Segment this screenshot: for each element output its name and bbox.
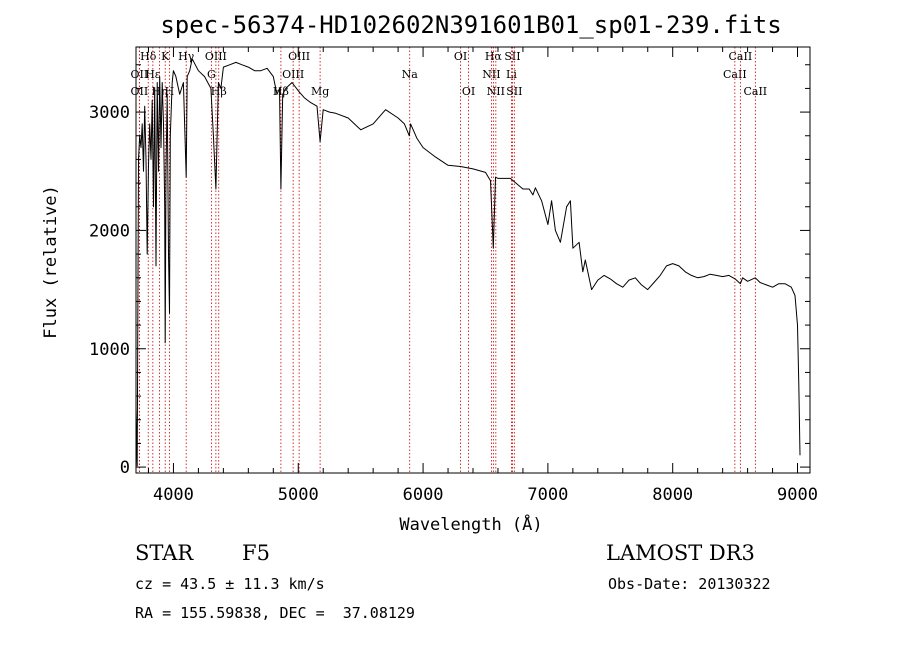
line-label: OII xyxy=(131,68,149,81)
line-label: OII xyxy=(131,85,149,98)
spectrum-series xyxy=(135,58,801,467)
line-label: CaII xyxy=(729,50,753,63)
y-tick-label: 1000 xyxy=(89,340,130,360)
x-tick-label: 9000 xyxy=(777,485,818,505)
spectrum-chart: spec-56374-HD102602N391601B01_sp01-239.f… xyxy=(41,11,818,535)
line-label: Hδ xyxy=(140,50,157,63)
line-label: Li xyxy=(506,68,517,81)
line-label: Hε xyxy=(145,68,161,81)
line-label: CaII xyxy=(723,68,747,81)
plot-border xyxy=(135,46,811,474)
x-axis-label: Wavelength (Å) xyxy=(399,513,542,535)
spectrum-line xyxy=(135,58,801,467)
line-label: Mg xyxy=(311,85,329,98)
line-label: Na xyxy=(402,68,419,81)
object-subclass: F5 xyxy=(242,541,270,565)
line-label: OI xyxy=(454,50,467,63)
x-tick-label: 6000 xyxy=(403,485,444,505)
x-tick-label: 7000 xyxy=(527,485,568,505)
coordinates-info: RA = 155.59838, DEC = 37.08129 xyxy=(135,604,415,622)
line-label: NII xyxy=(482,68,500,81)
object-class: STAR xyxy=(135,541,194,565)
y-axis-label: Flux (relative) xyxy=(41,185,61,339)
line-label: OIII xyxy=(205,50,227,63)
line-label: Hβ xyxy=(211,85,227,98)
line-label: CaII xyxy=(743,85,767,98)
plot-frame xyxy=(135,46,811,474)
observation-date: Obs-Date: 20130322 xyxy=(608,575,771,593)
x-tick-label: 8000 xyxy=(652,485,693,505)
y-tick-label: 3000 xyxy=(89,103,130,123)
line-label: G xyxy=(207,68,216,81)
y-tick-label: 0 xyxy=(120,458,130,478)
line-label: OI xyxy=(462,85,475,98)
line-label: Hα xyxy=(485,50,503,63)
y-tick-label: 2000 xyxy=(89,221,130,241)
redshift-info: cz = 43.5 ± 11.3 km/s xyxy=(135,575,325,593)
line-label: Hγ xyxy=(178,50,195,63)
line-label: K xyxy=(161,50,170,63)
chart-title: spec-56374-HD102602N391601B01_sp01-239.f… xyxy=(160,11,781,39)
survey-label: LAMOST DR3 xyxy=(606,541,755,565)
line-label: SII xyxy=(506,85,522,98)
line-label: OIII xyxy=(282,68,304,81)
line-label: H xyxy=(165,85,175,98)
line-label: OIII xyxy=(288,50,310,63)
axis-ticks: 4000 5000 6000 7000 8000 9000 0 1000 2000 3000 xyxy=(89,47,818,505)
line-label: SII xyxy=(504,50,520,63)
x-tick-label: 5000 xyxy=(278,485,319,505)
line-label: NII xyxy=(487,85,505,98)
x-tick-label: 4000 xyxy=(153,485,194,505)
